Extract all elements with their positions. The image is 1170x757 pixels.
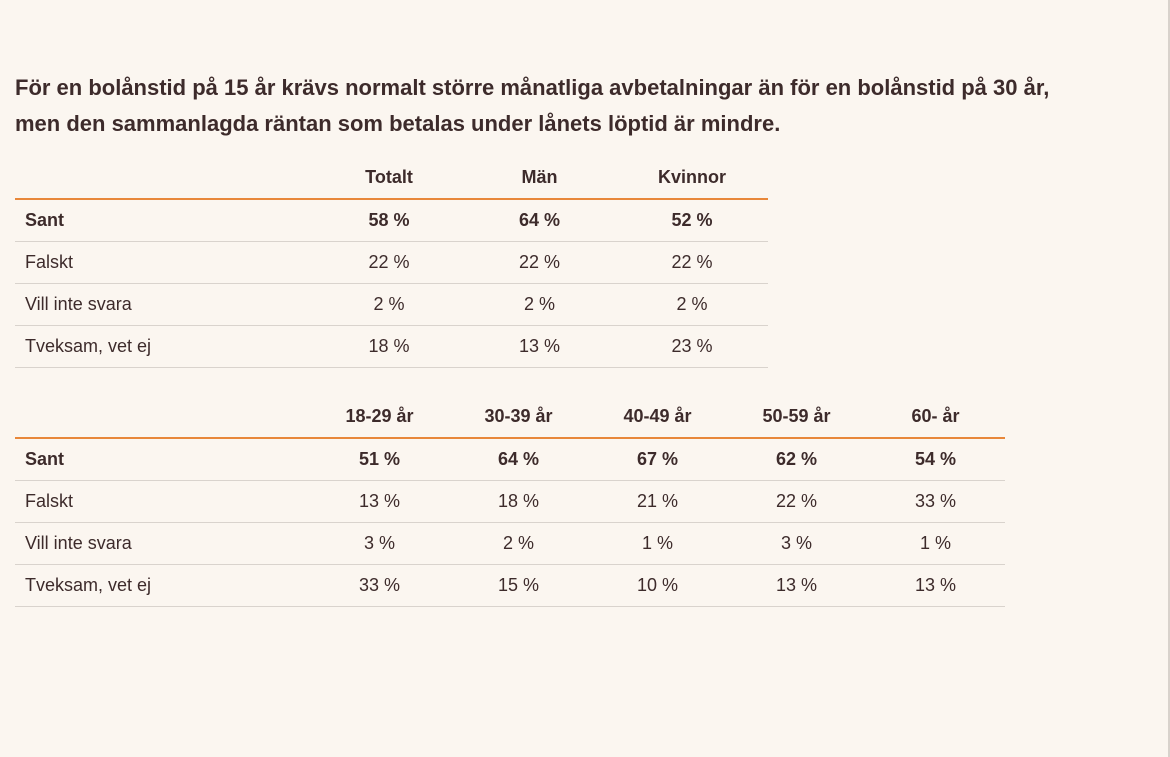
table-row-falskt: Falskt 13 % 18 % 21 % 22 % 33 % — [15, 480, 1005, 523]
age-results-table: 18-29 år 30-39 år 40-49 år 50-59 år 60- … — [15, 395, 1005, 607]
table-row-falskt: Falskt 22 % 22 % 22 % — [15, 241, 768, 284]
row-label: Tveksam, vet ej — [15, 325, 315, 368]
cell-value: 3 % — [727, 522, 866, 565]
cell-value: 62 % — [727, 438, 866, 481]
cell-value: 10 % — [588, 564, 727, 607]
table-row-tveksam: Tveksam, vet ej 18 % 13 % 23 % — [15, 325, 768, 368]
cell-value: 15 % — [449, 564, 588, 607]
cell-value: 54 % — [866, 438, 1005, 481]
column-header-totalt: Totalt — [315, 156, 463, 200]
cell-value: 58 % — [315, 199, 463, 242]
table-row-vill-inte-svara: Vill inte svara 2 % 2 % 2 % — [15, 283, 768, 326]
question-line-1: För en bolånstid på 15 år krävs normalt … — [15, 75, 1050, 100]
cell-value: 13 % — [310, 480, 449, 523]
row-label: Vill inte svara — [15, 522, 310, 565]
row-label: Vill inte svara — [15, 283, 315, 326]
page-edge-divider — [1168, 0, 1170, 757]
header-empty — [15, 395, 310, 439]
column-header-18-29: 18-29 år — [310, 395, 449, 439]
row-label: Falskt — [15, 241, 315, 284]
column-header-50-59: 50-59 år — [727, 395, 866, 439]
cell-value: 1 % — [866, 522, 1005, 565]
question-heading: För en bolånstid på 15 år krävs normalt … — [15, 70, 1135, 142]
row-label: Tveksam, vet ej — [15, 564, 310, 607]
cell-value: 18 % — [315, 325, 463, 368]
cell-value: 52 % — [616, 199, 768, 242]
cell-value: 33 % — [866, 480, 1005, 523]
column-header-30-39: 30-39 år — [449, 395, 588, 439]
table-row-tveksam: Tveksam, vet ej 33 % 15 % 10 % 13 % 13 % — [15, 564, 1005, 607]
cell-value: 22 % — [727, 480, 866, 523]
cell-value: 22 % — [616, 241, 768, 284]
table-row-sant: Sant 58 % 64 % 52 % — [15, 199, 768, 242]
cell-value: 18 % — [449, 480, 588, 523]
table-header-row: 18-29 år 30-39 år 40-49 år 50-59 år 60- … — [15, 395, 1005, 439]
cell-value: 13 % — [866, 564, 1005, 607]
row-label: Falskt — [15, 480, 310, 523]
table-header-row: Totalt Män Kvinnor — [15, 156, 768, 200]
cell-value: 3 % — [310, 522, 449, 565]
cell-value: 64 % — [463, 199, 616, 242]
row-label: Sant — [15, 438, 310, 481]
column-header-40-49: 40-49 år — [588, 395, 727, 439]
table-row-sant: Sant 51 % 64 % 67 % 62 % 54 % — [15, 438, 1005, 481]
cell-value: 2 % — [616, 283, 768, 326]
header-empty — [15, 156, 315, 200]
gender-results-table: Totalt Män Kvinnor Sant 58 % 64 % 52 % F… — [15, 156, 768, 368]
table-row-vill-inte-svara: Vill inte svara 3 % 2 % 1 % 3 % 1 % — [15, 522, 1005, 565]
column-header-man: Män — [463, 156, 616, 200]
cell-value: 23 % — [616, 325, 768, 368]
column-header-kvinnor: Kvinnor — [616, 156, 768, 200]
cell-value: 2 % — [449, 522, 588, 565]
cell-value: 33 % — [310, 564, 449, 607]
cell-value: 51 % — [310, 438, 449, 481]
cell-value: 1 % — [588, 522, 727, 565]
cell-value: 2 % — [463, 283, 616, 326]
cell-value: 13 % — [463, 325, 616, 368]
cell-value: 64 % — [449, 438, 588, 481]
cell-value: 22 % — [463, 241, 616, 284]
cell-value: 21 % — [588, 480, 727, 523]
cell-value: 22 % — [315, 241, 463, 284]
question-line-2: men den sammanlagda räntan som betalas u… — [15, 111, 781, 136]
row-label: Sant — [15, 199, 315, 242]
cell-value: 67 % — [588, 438, 727, 481]
column-header-60: 60- år — [866, 395, 1005, 439]
cell-value: 13 % — [727, 564, 866, 607]
cell-value: 2 % — [315, 283, 463, 326]
